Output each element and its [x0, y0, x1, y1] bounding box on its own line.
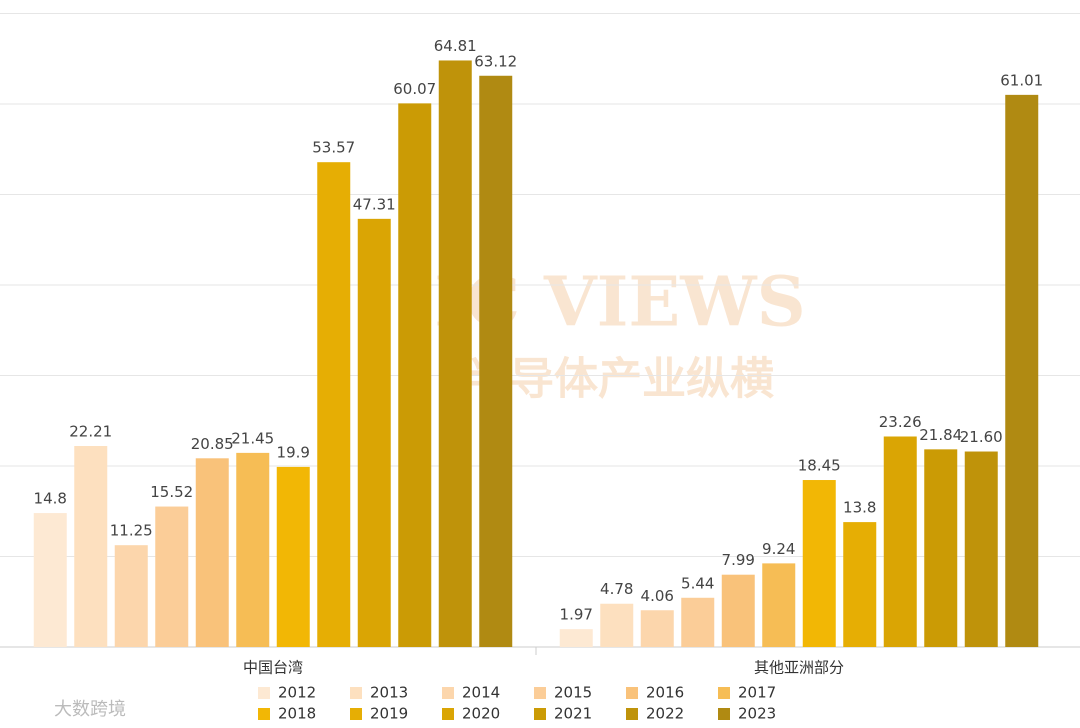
value-label: 19.9 [277, 443, 310, 461]
legend-swatch [350, 708, 362, 720]
value-label: 11.25 [110, 522, 153, 540]
value-label: 21.45 [231, 429, 274, 447]
value-label: 15.52 [150, 483, 193, 501]
legend-swatch [442, 708, 454, 720]
value-label: 9.24 [762, 540, 795, 558]
legend-label: 2022 [646, 705, 684, 723]
x-tick-label: 中国台湾 [243, 659, 303, 677]
value-label: 47.31 [353, 195, 396, 213]
legend-label: 2016 [646, 684, 684, 702]
bar [762, 563, 796, 647]
value-label: 22.21 [69, 422, 112, 440]
legend-label: 2014 [462, 684, 500, 702]
value-label: 61.01 [1000, 71, 1043, 89]
bar [559, 629, 593, 647]
legend-swatch [258, 687, 270, 699]
legend-swatch [258, 708, 270, 720]
legend-label: 2023 [738, 705, 776, 723]
bar [195, 458, 229, 647]
legend-swatch [350, 687, 362, 699]
legend-swatch [534, 708, 546, 720]
bar [600, 603, 634, 647]
value-label: 21.84 [919, 426, 962, 444]
legend-label: 2019 [370, 705, 408, 723]
bar [357, 218, 391, 648]
value-label: 1.97 [560, 606, 593, 624]
bar [721, 574, 755, 647]
bar [33, 513, 67, 647]
value-label: 14.8 [34, 490, 67, 508]
value-label: 4.06 [641, 587, 674, 605]
x-tick-label: 其他亚洲部分 [754, 659, 844, 677]
value-label: 4.78 [600, 580, 633, 598]
value-label: 23.26 [879, 413, 922, 431]
bar [802, 480, 836, 647]
bar [438, 60, 472, 648]
legend-swatch [534, 687, 546, 699]
bar [681, 597, 715, 647]
value-label: 64.81 [434, 37, 477, 55]
bar [640, 610, 674, 647]
value-label: 20.85 [191, 435, 234, 453]
legend-label: 2013 [370, 684, 408, 702]
bar [114, 545, 148, 647]
value-label: 21.60 [960, 428, 1003, 446]
legend-swatch [442, 687, 454, 699]
value-label: 63.12 [474, 52, 517, 70]
legend-swatch [626, 708, 638, 720]
bar [479, 75, 513, 648]
value-label: 13.8 [843, 499, 876, 517]
bar [236, 452, 270, 647]
legend-label: 2015 [554, 684, 592, 702]
legend-swatch [626, 687, 638, 699]
legend-label: 2017 [738, 684, 776, 702]
bar [964, 451, 998, 647]
value-label: 5.44 [681, 574, 714, 592]
watermark: 半导体产业纵横 [466, 354, 774, 405]
legend-label: 2012 [278, 684, 316, 702]
bar [1005, 94, 1039, 647]
legend-swatch [718, 687, 730, 699]
legend-label: 2020 [462, 705, 500, 723]
legend-swatch [718, 708, 730, 720]
value-label: 7.99 [722, 551, 755, 569]
bar [843, 522, 877, 647]
bar [74, 445, 108, 647]
legend-label: 2018 [278, 705, 316, 723]
legend-label: 2021 [554, 705, 592, 723]
bar [276, 466, 310, 647]
bar [398, 103, 432, 647]
bar [317, 162, 351, 647]
bar [924, 449, 958, 647]
bar [155, 506, 189, 647]
value-label: 60.07 [393, 80, 436, 98]
watermark: 大数跨境 [54, 699, 126, 720]
value-label: 53.57 [312, 139, 355, 157]
value-label: 18.45 [798, 457, 841, 475]
bar [883, 436, 917, 647]
